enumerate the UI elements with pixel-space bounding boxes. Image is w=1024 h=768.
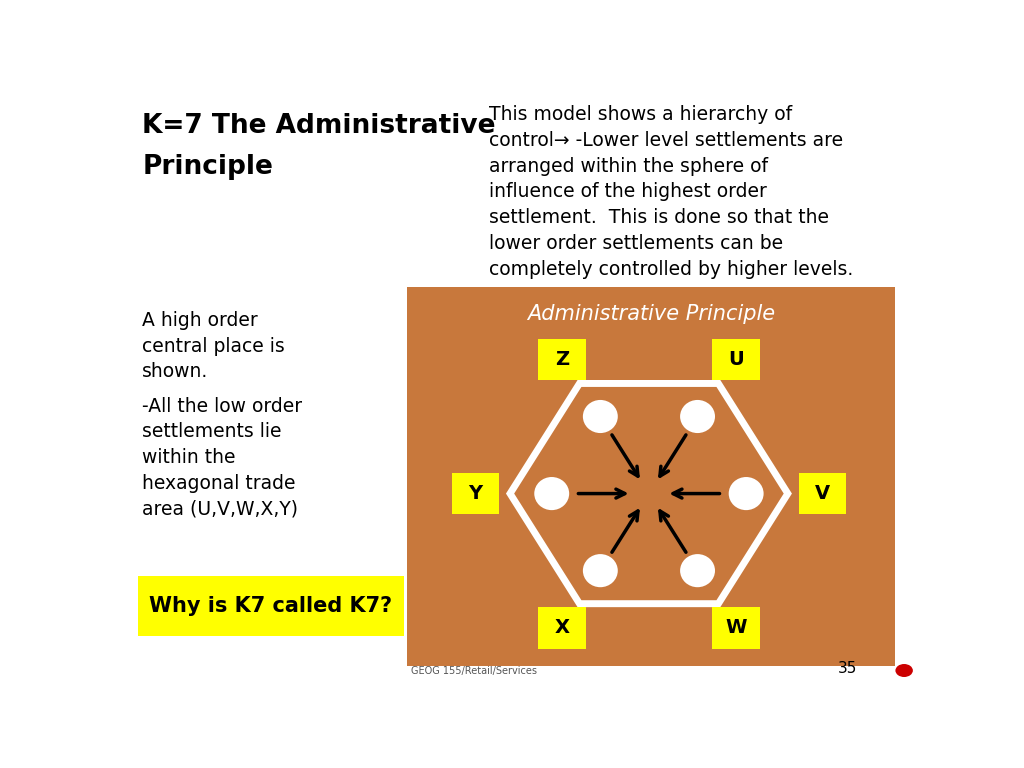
Text: Principle: Principle: [142, 154, 273, 180]
Ellipse shape: [729, 477, 764, 510]
Polygon shape: [510, 383, 787, 604]
FancyBboxPatch shape: [712, 339, 760, 380]
Ellipse shape: [535, 477, 569, 510]
Bar: [408, 287, 895, 666]
Text: A high order
central place is
shown.: A high order central place is shown.: [142, 311, 285, 382]
FancyBboxPatch shape: [539, 339, 586, 380]
Text: Why is K7 called K7?: Why is K7 called K7?: [150, 596, 392, 616]
Ellipse shape: [680, 554, 715, 588]
Text: K=7 The Administrative: K=7 The Administrative: [142, 113, 496, 139]
Text: Z: Z: [555, 349, 569, 369]
Circle shape: [895, 664, 912, 677]
Text: V: V: [815, 484, 830, 503]
Text: W: W: [725, 618, 746, 637]
Text: GEOG 155/Retail/Services: GEOG 155/Retail/Services: [412, 667, 538, 677]
Text: Administrative Principle: Administrative Principle: [527, 304, 775, 324]
Text: 35: 35: [839, 661, 858, 677]
Ellipse shape: [680, 400, 715, 433]
Text: X: X: [555, 618, 569, 637]
Ellipse shape: [583, 554, 617, 588]
Text: Y: Y: [468, 484, 482, 503]
FancyBboxPatch shape: [539, 607, 586, 649]
FancyBboxPatch shape: [138, 576, 404, 636]
Text: This model shows a hierarchy of
control→ -Lower level settlements are
arranged w: This model shows a hierarchy of control→…: [489, 105, 853, 279]
FancyBboxPatch shape: [712, 607, 760, 649]
FancyBboxPatch shape: [799, 473, 847, 515]
Ellipse shape: [624, 468, 675, 518]
Text: U: U: [728, 349, 743, 369]
Ellipse shape: [583, 400, 617, 433]
FancyBboxPatch shape: [452, 473, 499, 515]
Text: -All the low order
settlements lie
within the
hexagonal trade
area (U,V,W,X,Y): -All the low order settlements lie withi…: [142, 397, 302, 518]
